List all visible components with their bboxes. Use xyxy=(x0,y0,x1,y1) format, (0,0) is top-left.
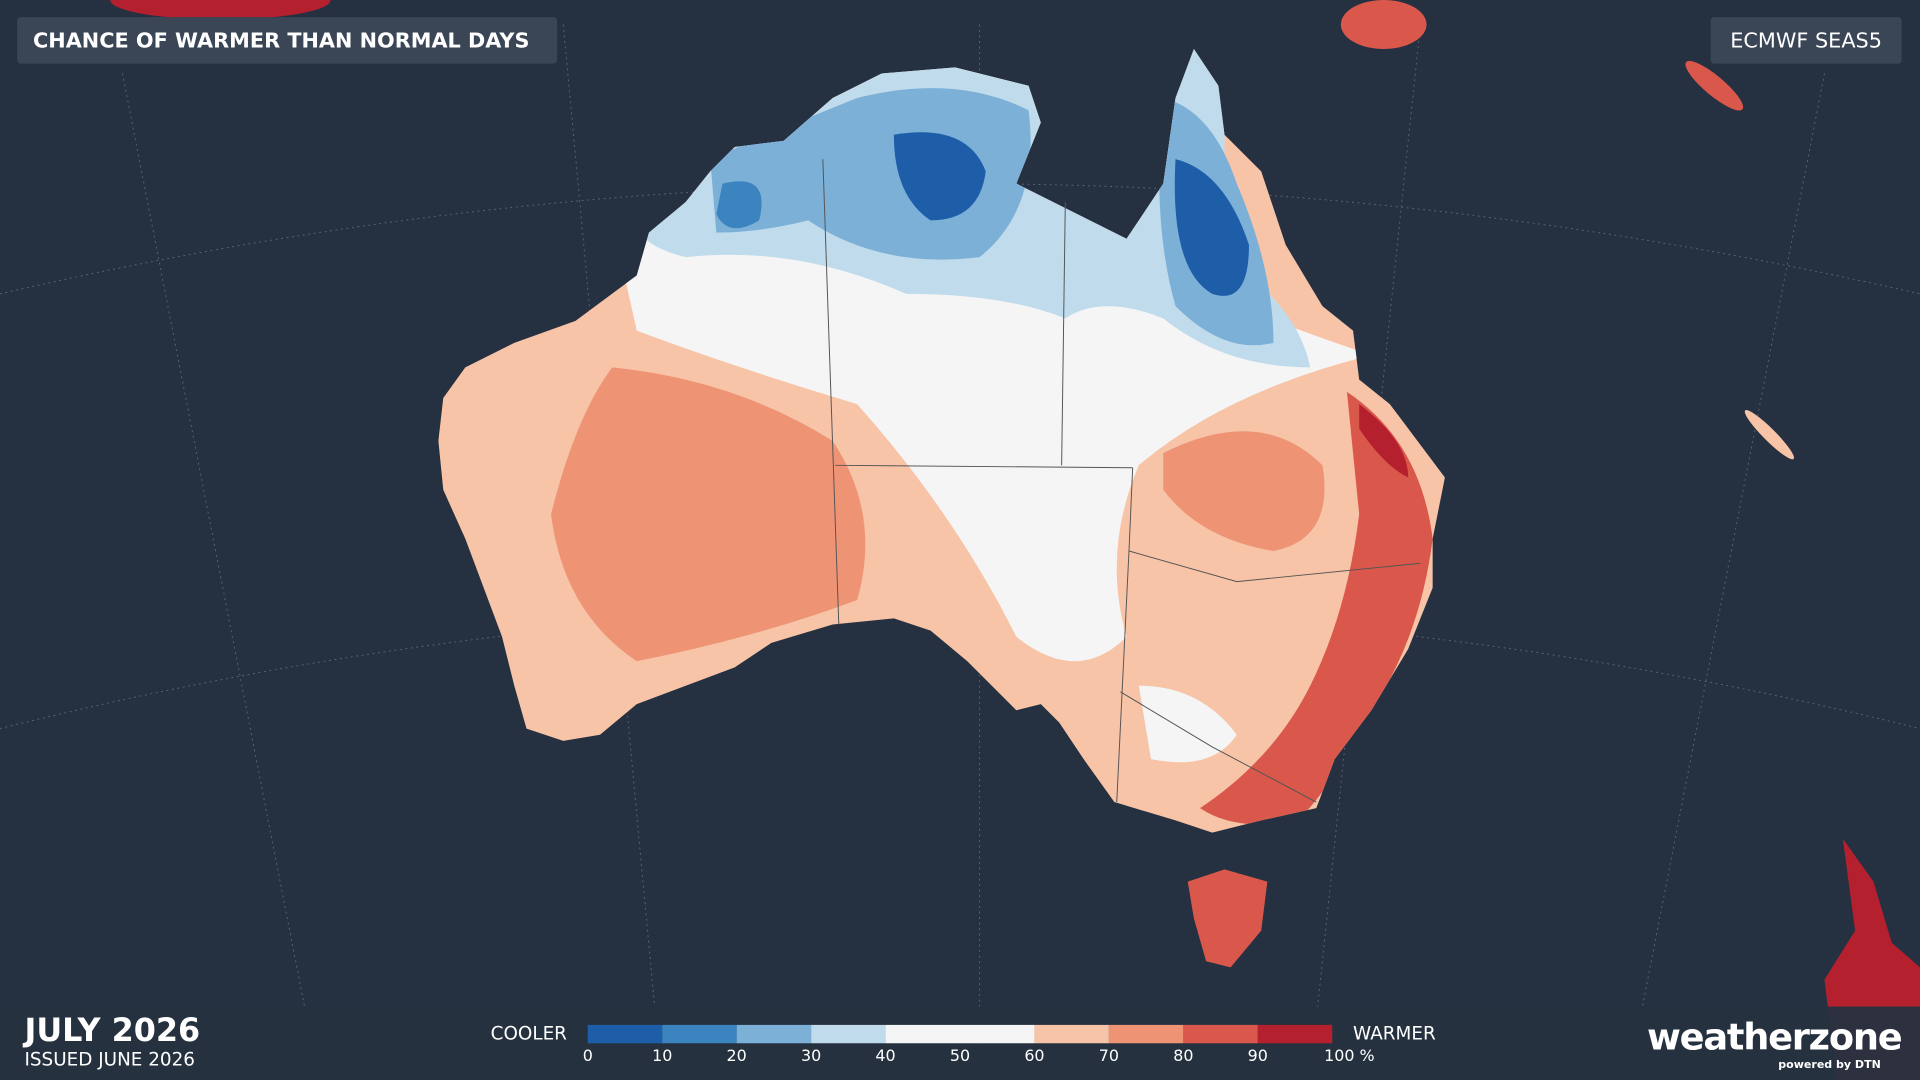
state-borders xyxy=(822,159,1421,803)
footer-bar xyxy=(0,1006,1920,1080)
legend-swatch xyxy=(885,1024,960,1044)
legend-low-label: COOLER xyxy=(491,1024,568,1045)
legend-swatch xyxy=(1034,1024,1109,1044)
legend-swatch xyxy=(1183,1024,1258,1044)
legend-swatch xyxy=(1257,1024,1333,1044)
legend-tick-label: 70 xyxy=(1099,1046,1119,1065)
legend-tick-label: 100 % xyxy=(1324,1046,1375,1065)
legend-tick-label: 90 xyxy=(1248,1046,1268,1065)
legend-swatch xyxy=(587,1024,663,1044)
legend-swatch xyxy=(1108,1024,1184,1044)
legend-high-label: WARMER xyxy=(1353,1024,1436,1045)
brand-logo: weatherzone xyxy=(1647,1015,1902,1058)
legend-swatch xyxy=(960,1024,1035,1044)
legend: 0 10 20 30 40 50 60 70 80 90 100 % xyxy=(583,1024,1375,1065)
tasmania xyxy=(1187,869,1268,968)
legend-tick-label: 20 xyxy=(727,1046,747,1065)
legend-tick-label: 60 xyxy=(1024,1046,1044,1065)
legend-tick-label: 50 xyxy=(950,1046,970,1065)
legend-tick-label: 10 xyxy=(652,1046,672,1065)
title-box xyxy=(17,17,558,64)
map-title: CHANCE OF WARMER THAN NORMAL DAYS xyxy=(33,29,529,53)
issued-date: ISSUED JUNE 2026 xyxy=(24,1049,194,1070)
brand-tagline: powered by DTN xyxy=(1778,1058,1881,1071)
legend-swatch xyxy=(736,1024,812,1044)
legend-tick-label: 80 xyxy=(1173,1046,1193,1065)
model-label: ECMWF SEAS5 xyxy=(1730,29,1882,53)
legend-tick-label: 0 xyxy=(583,1046,593,1065)
forecast-month: JULY 2026 xyxy=(22,1011,200,1049)
legend-swatch xyxy=(662,1024,737,1044)
model-box xyxy=(1710,17,1902,64)
legend-swatch xyxy=(811,1024,886,1044)
legend-tick-label: 40 xyxy=(875,1046,895,1065)
legend-tick-label: 30 xyxy=(801,1046,821,1065)
